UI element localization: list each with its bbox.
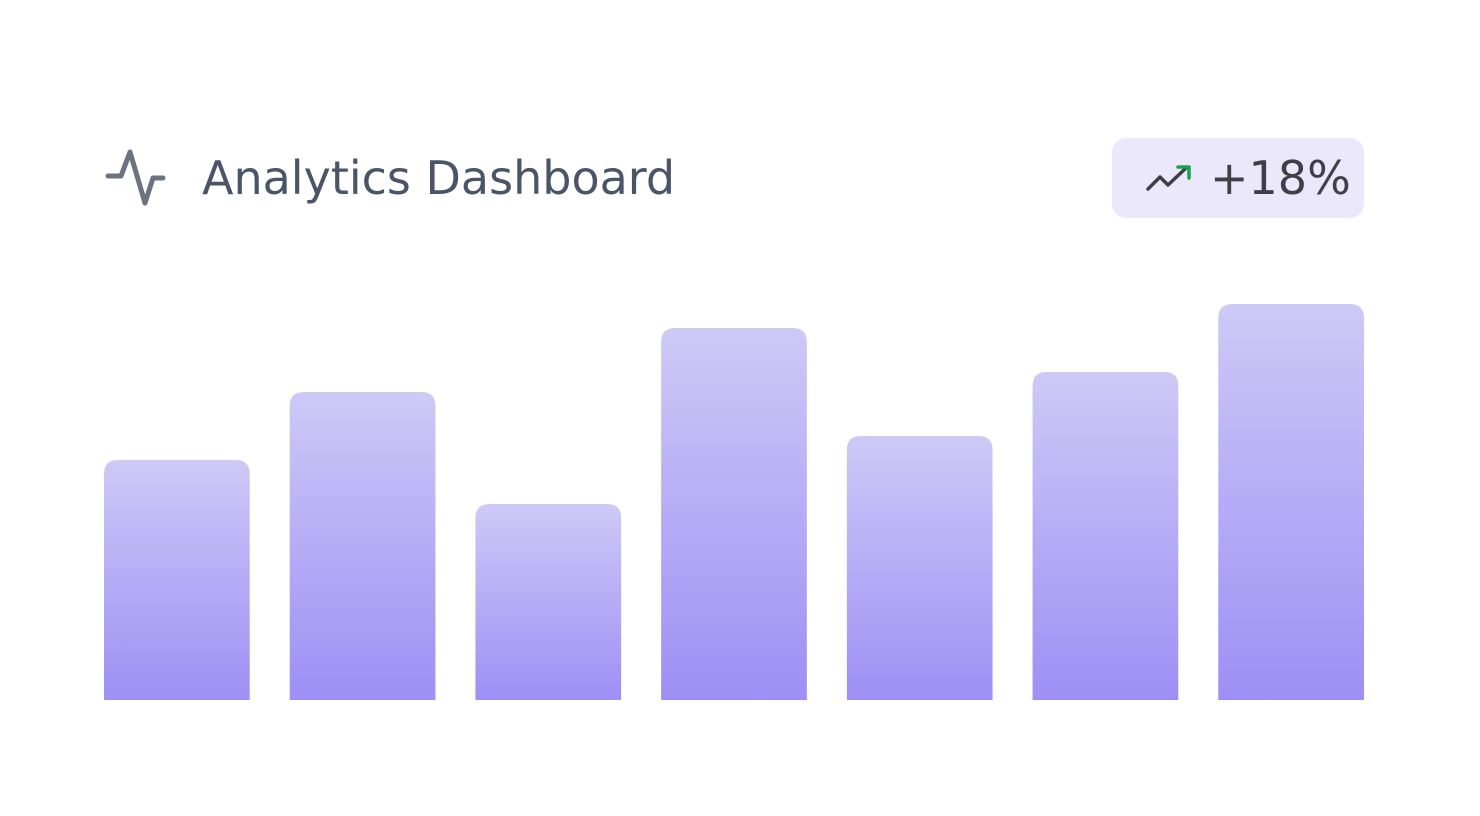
bar	[1218, 304, 1364, 700]
bar	[846, 436, 993, 700]
badge	[1112, 138, 1364, 218]
bar	[1032, 372, 1179, 700]
trend-icon	[1146, 166, 1188, 191]
title: Analytics Dashboard	[202, 151, 675, 205]
bar	[289, 392, 436, 700]
pulse-icon	[105, 149, 166, 206]
trend-arrowhead	[1176, 165, 1191, 180]
bar	[661, 328, 807, 700]
badge-text: +18%	[1210, 151, 1351, 205]
bar	[475, 504, 622, 700]
bar	[104, 460, 250, 700]
